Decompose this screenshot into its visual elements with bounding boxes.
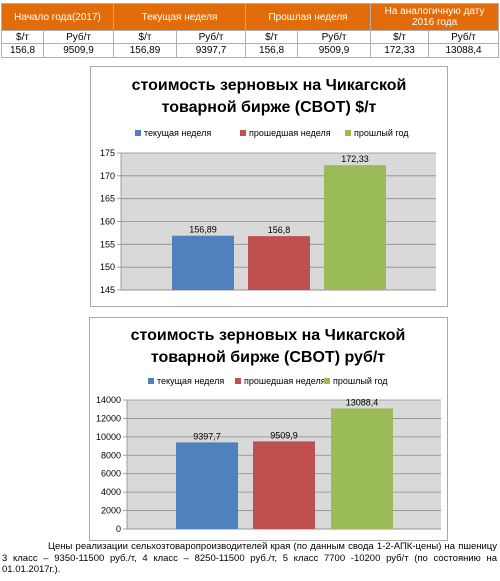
y-tick-label: 170 bbox=[100, 171, 115, 181]
bar-data-label: 156,8 bbox=[268, 225, 291, 235]
unit-cell: Руб/т bbox=[42, 30, 115, 44]
header-year-start: Начало года(2017) bbox=[0, 3, 115, 31]
legend-label: прошедшая неделя bbox=[249, 128, 331, 138]
usd-price-chart: стоимость зерновых на Чикагской товарной … bbox=[100, 77, 436, 295]
bar bbox=[176, 442, 238, 529]
value-cell: 9397,7 bbox=[176, 43, 247, 58]
y-tick-label: 165 bbox=[100, 194, 115, 204]
legend-swatch bbox=[135, 130, 141, 136]
y-tick-label: 2000 bbox=[101, 506, 121, 516]
header-previous-week: Прошлая неделя bbox=[245, 3, 372, 31]
chart-title-line: стоимость зерновых на Чикагской bbox=[132, 77, 407, 94]
usd-chart-panel: стоимость зерновых на Чикагской товарной … bbox=[90, 66, 448, 307]
chart-title-line: товарной бирже (CBOT) $/т bbox=[162, 99, 377, 116]
y-tick-label: 155 bbox=[100, 239, 115, 249]
y-tick-label: 14000 bbox=[96, 395, 121, 405]
legend-label: прошедшая неделя bbox=[244, 376, 326, 386]
bar-data-label: 9397,7 bbox=[193, 431, 221, 441]
bar-data-label: 13088,4 bbox=[346, 397, 379, 407]
y-tick-label: 175 bbox=[100, 148, 115, 158]
bar-data-label: 172,33 bbox=[341, 154, 369, 164]
value-cell: 156,89 bbox=[113, 43, 178, 58]
chart-title-line: стоимость зерновых на Чикагской bbox=[131, 327, 406, 344]
unit-cell: $/т bbox=[113, 30, 178, 44]
y-tick-label: 10000 bbox=[96, 432, 121, 442]
legend-swatch bbox=[345, 130, 351, 136]
rub-chart-panel: стоимость зерновых на Чикагской товарной … bbox=[89, 317, 448, 541]
legend-label: текущая неделя bbox=[157, 376, 224, 386]
value-cell: 13088,4 bbox=[428, 43, 500, 58]
legend-swatch bbox=[324, 378, 330, 384]
chart-title-line: товарной бирже (CBOT) руб/т bbox=[151, 349, 385, 366]
price-table-values-row: 156,8 9509,9 156,89 9397,7 156,8 9509,9 … bbox=[1, 43, 500, 58]
y-tick-label: 160 bbox=[100, 217, 115, 227]
bar-data-label: 156,89 bbox=[189, 225, 217, 235]
bar bbox=[331, 408, 393, 529]
price-table-header-row: Начало года(2017) Текущая неделя Прошлая… bbox=[0, 3, 500, 31]
unit-cell: Руб/т bbox=[297, 30, 372, 44]
legend-swatch bbox=[235, 378, 241, 384]
legend-swatch bbox=[240, 130, 246, 136]
legend-swatch bbox=[148, 378, 154, 384]
header-current-week: Текущая неделя bbox=[113, 3, 247, 31]
bar bbox=[172, 235, 234, 290]
bar bbox=[253, 441, 315, 529]
legend-label: текущая неделя bbox=[144, 128, 211, 138]
legend-label: прошлый год bbox=[333, 376, 388, 386]
value-cell: 172,33 bbox=[370, 43, 430, 58]
y-tick-label: 6000 bbox=[101, 469, 121, 479]
unit-cell: $/т bbox=[245, 30, 299, 44]
value-cell: 9509,9 bbox=[42, 43, 115, 58]
bar bbox=[324, 165, 386, 290]
unit-cell: $/т bbox=[1, 30, 44, 44]
value-cell: 156,8 bbox=[1, 43, 44, 58]
bar-data-label: 9509,9 bbox=[270, 430, 298, 440]
y-tick-label: 150 bbox=[100, 262, 115, 272]
legend-label: прошлый год bbox=[354, 128, 409, 138]
value-cell: 9509,9 bbox=[297, 43, 372, 58]
unit-cell: Руб/т bbox=[428, 30, 500, 44]
footnote: Цены реализации сельхозтоваропроизводите… bbox=[2, 541, 497, 575]
y-tick-label: 4000 bbox=[101, 487, 121, 497]
y-tick-label: 0 bbox=[116, 524, 121, 534]
price-table-units-row: $/т Руб/т $/т Руб/т $/т Руб/т $/т Руб/т bbox=[1, 30, 500, 44]
header-same-date-2016: На аналогичную дату 2016 года bbox=[370, 3, 500, 31]
rub-price-chart: стоимость зерновых на Чикагской товарной … bbox=[96, 327, 441, 534]
bar bbox=[248, 236, 310, 290]
unit-cell: Руб/т bbox=[176, 30, 247, 44]
value-cell: 156,8 bbox=[245, 43, 299, 58]
unit-cell: $/т bbox=[370, 30, 430, 44]
price-table: Начало года(2017) Текущая неделя Прошлая… bbox=[0, 3, 500, 58]
y-tick-label: 145 bbox=[100, 285, 115, 295]
y-tick-label: 12000 bbox=[96, 413, 121, 423]
y-tick-label: 8000 bbox=[101, 450, 121, 460]
